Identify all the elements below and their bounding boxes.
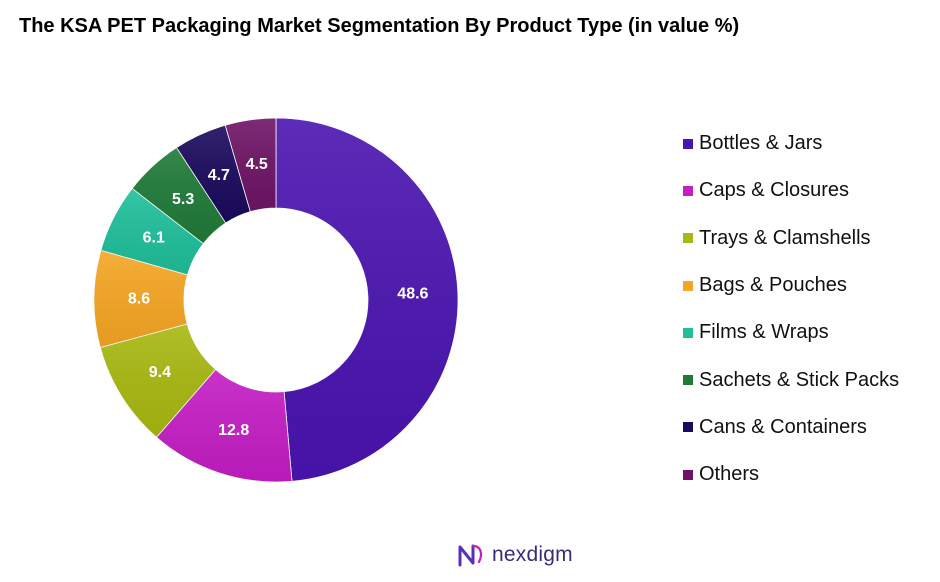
data-labels: 48.6 12.8 9.4 8.6 6.1 5.3 4.7 4.5: [128, 156, 429, 439]
legend-item-cans-and-containers: Cans & Containers: [683, 404, 899, 451]
legend-label: Sachets & Stick Packs: [699, 368, 900, 391]
legend-swatch: [683, 185, 693, 196]
data-label-films-and-wraps: 6.1: [143, 230, 165, 247]
slice-shading: [176, 125, 251, 223]
legend-swatch: [683, 233, 693, 244]
legend-label: Trays & Clamshells: [699, 226, 871, 249]
donut-slices: [93, 117, 459, 483]
slice-shading: [225, 118, 276, 212]
legend-item-trays-and-clamshells: Trays & Clamshells: [683, 215, 899, 262]
data-label-sachets-and-stick-packs: 5.3: [172, 191, 194, 208]
slice-shading: [100, 188, 204, 275]
legend-swatch: [683, 138, 693, 149]
data-label-cans-and-containers: 4.7: [208, 167, 230, 184]
data-label-bottles-and-jars: 48.6: [397, 285, 428, 302]
slice-shading: [276, 118, 459, 482]
legend-swatch: [683, 469, 693, 480]
legend-label: Caps & Closures: [699, 179, 850, 202]
legend-item-sachets-and-stick-packs: Sachets & Stick Packs: [683, 356, 899, 403]
chart-legend: Bottles & Jars Caps & Closures Trays & Cla…: [683, 120, 899, 498]
legend-item-films-and-wraps: Films & Wraps: [683, 309, 899, 356]
legend-swatch: [683, 375, 693, 386]
chart-title: The KSA PET Packaging Market Segmentatio…: [19, 15, 740, 37]
slice-shading: [132, 147, 226, 244]
legend-label: Bags & Pouches: [699, 274, 847, 297]
legend-swatch: [683, 280, 693, 291]
legend-label: Films & Wraps: [699, 321, 829, 344]
brand-footer: nexdigm: [457, 542, 573, 568]
slice-shading: [93, 250, 188, 348]
legend-label: Bottles & Jars: [699, 132, 823, 155]
legend-item-bottles-and-jars: Bottles & Jars: [683, 120, 899, 167]
data-label-others: 4.5: [246, 156, 268, 173]
data-label-bags-and-pouches: 8.6: [128, 291, 150, 308]
legend-swatch: [683, 327, 693, 338]
slice-shading: [156, 369, 292, 483]
nexdigm-logo-icon: [458, 544, 483, 567]
legend-item-caps-and-closures: Caps & Closures: [683, 167, 899, 214]
brand-name: nexdigm: [492, 543, 573, 566]
legend-swatch: [683, 422, 693, 433]
slice-shading: [100, 323, 216, 438]
data-label-trays-and-clamshells: 9.4: [149, 364, 171, 381]
legend-item-bags-and-pouches: Bags & Pouches: [683, 262, 899, 309]
legend-label: Others: [699, 463, 760, 486]
legend-label: Cans & Containers: [699, 415, 867, 438]
data-label-caps-and-closures: 12.8: [218, 422, 249, 439]
legend-item-others: Others: [683, 451, 899, 498]
